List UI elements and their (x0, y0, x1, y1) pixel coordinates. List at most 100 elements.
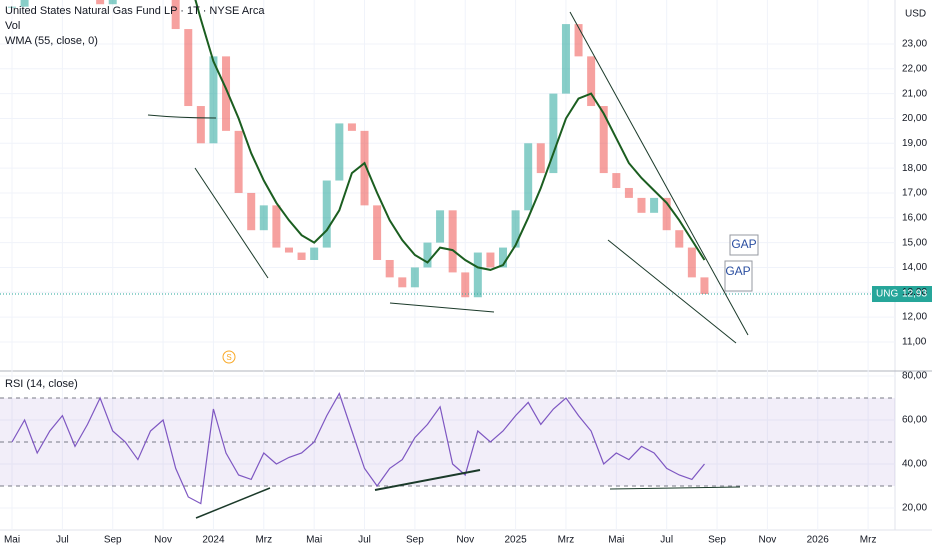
candle (234, 130, 243, 193)
candle (650, 197, 659, 213)
x-tick-label: Jul (358, 535, 371, 546)
x-tick-label: 2026 (807, 535, 830, 546)
candle (637, 197, 646, 213)
x-tick-label: 2024 (202, 535, 225, 546)
x-tick-label: Mrz (255, 535, 272, 546)
y-tick-label: 14,00 (902, 262, 927, 273)
candle (184, 29, 193, 107)
candle (272, 205, 281, 248)
x-tick-label: Mai (4, 535, 20, 546)
gap-box (729, 234, 759, 256)
candle (561, 24, 570, 94)
candle (410, 267, 419, 288)
trend-line (607, 239, 737, 344)
x-tick-label: Sep (708, 535, 726, 546)
legend-entry: WMA (55, close, 0) (5, 35, 98, 47)
x-tick-label: Jul (56, 535, 69, 546)
candle (96, 0, 105, 5)
candle (322, 180, 331, 248)
trend-line (195, 487, 271, 519)
candle (247, 192, 256, 231)
candle (347, 123, 356, 131)
candle (20, 0, 29, 7)
candle (675, 230, 684, 248)
annotation: GAP (731, 237, 756, 251)
candle (373, 205, 382, 260)
y-tick-label: 23,00 (902, 39, 927, 50)
trend-line (569, 11, 749, 336)
candle (284, 247, 293, 253)
candle (398, 277, 407, 288)
y-tick-label: 60,00 (902, 415, 927, 426)
price-tag (872, 286, 932, 303)
y-tick-label: 22,00 (902, 63, 927, 74)
trend-line (374, 469, 481, 491)
price-label: 12,93 (902, 289, 927, 300)
event-marker (222, 350, 236, 364)
candle (259, 205, 268, 231)
y-tick-label: 17,00 (902, 188, 927, 199)
y-tick-label: 80,00 (902, 371, 927, 382)
rsi-pane (0, 392, 895, 505)
x-tick-label: Sep (104, 535, 122, 546)
y-tick-label: 12,00 (902, 312, 927, 323)
x-tick-label: Mrz (860, 535, 877, 546)
trend-line (609, 486, 741, 490)
candle (574, 24, 583, 57)
candle (473, 252, 482, 298)
drawings (147, 11, 759, 519)
candle (499, 247, 508, 268)
x-tick-label: Jul (660, 535, 673, 546)
y-tick-label: 16,00 (902, 212, 927, 223)
trend-line (389, 302, 495, 313)
y-tick-label: 19,00 (902, 138, 927, 149)
candle (511, 210, 520, 248)
candle (297, 252, 306, 260)
candle (171, 0, 180, 30)
x-tick-label: Nov (456, 535, 474, 546)
candle (335, 123, 344, 181)
candle (196, 106, 205, 144)
y-tick-label: 20,00 (902, 503, 927, 514)
candle (448, 210, 457, 273)
x-tick-label: Mrz (558, 535, 575, 546)
y-tick-label: 18,00 (902, 163, 927, 174)
x-tick-label: Nov (154, 535, 172, 546)
candle (8, 6, 16, 8)
x-tick-label: Nov (759, 535, 777, 546)
candle (687, 247, 696, 278)
chart-title: RSI (14, close) (5, 378, 78, 390)
chart-title: United States Natural Gas Fund LP · 1T ·… (5, 5, 265, 17)
currency-label: USD (905, 9, 926, 20)
candle (486, 252, 495, 268)
y-tick-label: 21,00 (902, 88, 927, 99)
y-tick-label: 13,00 (902, 287, 927, 298)
candle (536, 143, 545, 174)
candle (524, 143, 533, 211)
candle (599, 106, 608, 174)
x-tick-label: Mai (306, 535, 322, 546)
candle (612, 173, 621, 188)
candle (461, 272, 470, 298)
marks (0, 0, 932, 505)
trend-line (194, 167, 269, 279)
candle (310, 247, 319, 260)
candle (222, 56, 231, 131)
ticker-label: UNG (876, 289, 898, 300)
candle (108, 0, 117, 5)
trend-line (147, 114, 217, 119)
candle (624, 187, 633, 198)
candle (360, 130, 369, 206)
y-tick-label: 40,00 (902, 459, 927, 470)
price-pane (8, 0, 709, 298)
candle (385, 259, 394, 278)
candle (700, 277, 709, 295)
y-tick-label: 15,00 (902, 237, 927, 248)
x-tick-label: Sep (406, 535, 424, 546)
annotation: S (226, 353, 231, 362)
wma-line (194, 0, 706, 271)
gap-box (724, 260, 753, 292)
candle (549, 93, 558, 174)
candle (436, 210, 445, 243)
